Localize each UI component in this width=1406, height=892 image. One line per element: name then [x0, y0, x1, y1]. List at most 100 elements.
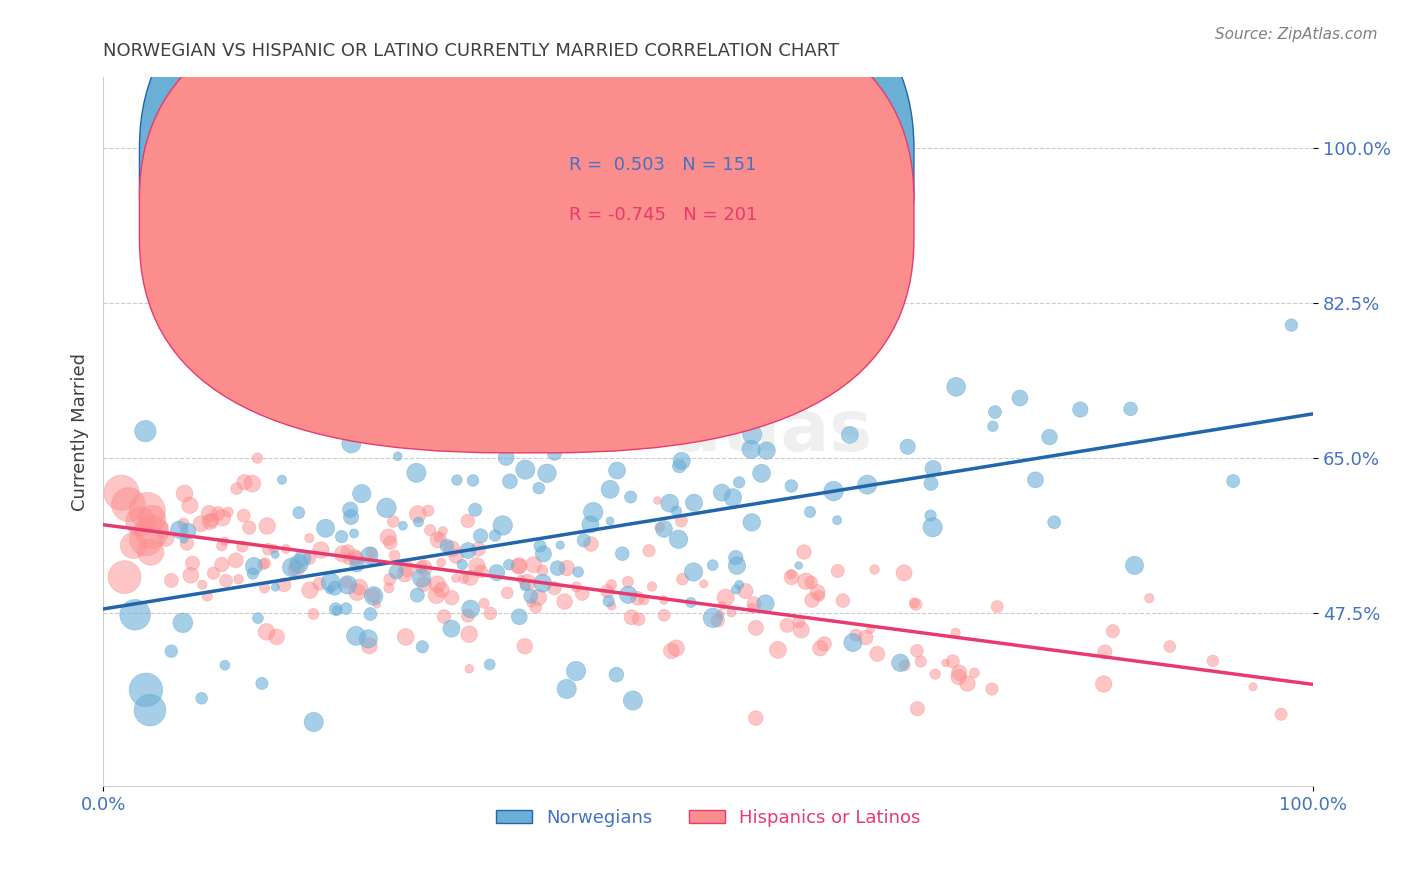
Point — [427, 533, 450, 547]
Point — [129, 514, 152, 528]
Point — [627, 612, 650, 626]
Point — [599, 483, 621, 497]
Point — [1043, 516, 1066, 530]
Point — [527, 591, 550, 605]
Point — [405, 466, 427, 480]
Point — [702, 558, 724, 573]
Point — [263, 541, 285, 556]
Point — [893, 566, 915, 580]
Point — [800, 575, 823, 590]
Point — [377, 530, 399, 544]
Point — [225, 482, 247, 496]
Point — [152, 519, 174, 533]
Point — [246, 451, 269, 466]
Point — [309, 543, 332, 558]
Point — [336, 544, 359, 558]
Point — [478, 371, 501, 385]
Point — [200, 513, 222, 527]
Point — [626, 591, 648, 606]
Point — [1281, 318, 1303, 332]
Point — [394, 567, 416, 582]
Point — [904, 598, 927, 612]
Point — [648, 520, 671, 534]
Point — [176, 536, 198, 550]
Point — [361, 588, 384, 602]
Point — [780, 570, 803, 584]
Point — [242, 566, 264, 581]
Point — [207, 507, 229, 521]
Point — [724, 550, 747, 565]
Point — [318, 582, 340, 597]
Point — [124, 607, 146, 622]
Point — [671, 572, 693, 586]
Point — [336, 578, 359, 592]
Point — [741, 516, 763, 530]
Point — [117, 498, 139, 512]
Point — [827, 564, 849, 578]
Point — [198, 515, 221, 529]
Point — [846, 318, 869, 333]
Point — [555, 561, 578, 575]
Point — [543, 446, 565, 460]
Point — [343, 549, 366, 564]
Point — [359, 549, 381, 563]
Point — [444, 571, 467, 585]
Point — [465, 558, 488, 573]
Point — [122, 539, 145, 553]
Point — [905, 644, 928, 658]
Point — [842, 635, 865, 649]
Point — [1222, 474, 1244, 488]
Point — [710, 485, 733, 500]
Point — [755, 443, 778, 458]
Point — [956, 676, 979, 690]
Point — [567, 565, 589, 579]
Point — [813, 637, 835, 651]
Point — [308, 576, 330, 591]
Point — [274, 541, 297, 556]
Point — [638, 543, 661, 558]
Point — [288, 506, 311, 520]
Point — [582, 505, 605, 519]
Point — [332, 547, 354, 561]
Point — [668, 533, 690, 547]
Point — [671, 514, 693, 528]
Point — [253, 581, 276, 595]
Point — [181, 556, 204, 570]
Point — [942, 654, 965, 668]
Point — [460, 571, 482, 585]
Point — [554, 594, 576, 608]
Point — [357, 632, 380, 646]
Point — [510, 572, 533, 586]
Point — [579, 537, 602, 551]
Point — [682, 565, 704, 579]
Point — [920, 508, 942, 523]
Point — [484, 528, 506, 542]
Point — [396, 562, 419, 576]
Point — [432, 524, 454, 538]
Point — [728, 578, 751, 592]
Point — [744, 711, 766, 725]
Point — [780, 567, 803, 582]
Point — [135, 682, 157, 697]
Point — [478, 657, 501, 672]
Point — [725, 558, 748, 573]
Point — [257, 542, 280, 557]
Point — [179, 499, 201, 513]
Point — [211, 539, 233, 553]
Point — [246, 611, 269, 625]
Point — [1008, 391, 1031, 405]
Point — [647, 493, 669, 508]
Point — [1159, 640, 1181, 654]
Point — [745, 621, 768, 635]
Point — [344, 629, 367, 643]
Point — [427, 530, 450, 544]
Point — [910, 654, 932, 668]
Point — [702, 611, 724, 625]
Point — [945, 380, 967, 394]
Point — [141, 512, 163, 526]
Text: Source: ZipAtlas.com: Source: ZipAtlas.com — [1215, 27, 1378, 42]
Point — [531, 576, 554, 591]
Point — [250, 676, 273, 690]
Point — [547, 561, 569, 575]
Point — [366, 598, 388, 612]
